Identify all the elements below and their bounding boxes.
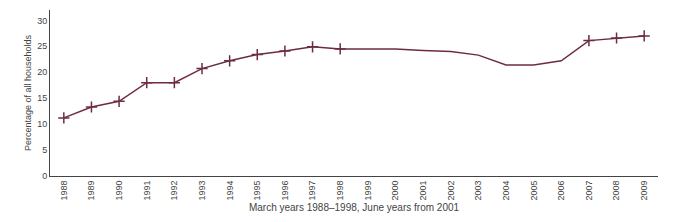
svg-text:1996: 1996 [280, 181, 290, 201]
svg-text:1991: 1991 [142, 181, 152, 201]
svg-text:20: 20 [37, 67, 47, 77]
svg-text:2007: 2007 [584, 181, 594, 201]
svg-text:2004: 2004 [501, 181, 511, 201]
svg-text:0: 0 [42, 171, 47, 181]
svg-text:1992: 1992 [169, 181, 179, 201]
svg-text:2008: 2008 [611, 181, 621, 201]
svg-text:1998: 1998 [335, 181, 345, 201]
svg-text:1993: 1993 [197, 181, 207, 201]
svg-text:Percentage of all households: Percentage of all households [23, 34, 33, 151]
svg-text:1989: 1989 [86, 181, 96, 201]
svg-text:1995: 1995 [252, 181, 262, 201]
svg-text:2003: 2003 [473, 181, 483, 201]
svg-text:2005: 2005 [529, 181, 539, 201]
svg-text:15: 15 [37, 93, 47, 103]
svg-text:2002: 2002 [446, 181, 456, 201]
svg-text:5: 5 [42, 145, 47, 155]
svg-text:2009: 2009 [639, 181, 649, 201]
svg-text:2001: 2001 [418, 181, 428, 201]
svg-text:1997: 1997 [307, 181, 317, 201]
svg-text:10: 10 [37, 119, 47, 129]
svg-text:1999: 1999 [363, 181, 373, 201]
svg-text:2006: 2006 [556, 181, 566, 201]
svg-text:1990: 1990 [114, 181, 124, 201]
svg-text:1988: 1988 [59, 181, 69, 201]
svg-text:25: 25 [37, 41, 47, 51]
svg-text:March years 1988–1998, June ye: March years 1988–1998, June years from 2… [249, 202, 460, 213]
svg-text:30: 30 [37, 16, 47, 26]
svg-text:1994: 1994 [225, 181, 235, 201]
svg-text:2000: 2000 [390, 181, 400, 201]
